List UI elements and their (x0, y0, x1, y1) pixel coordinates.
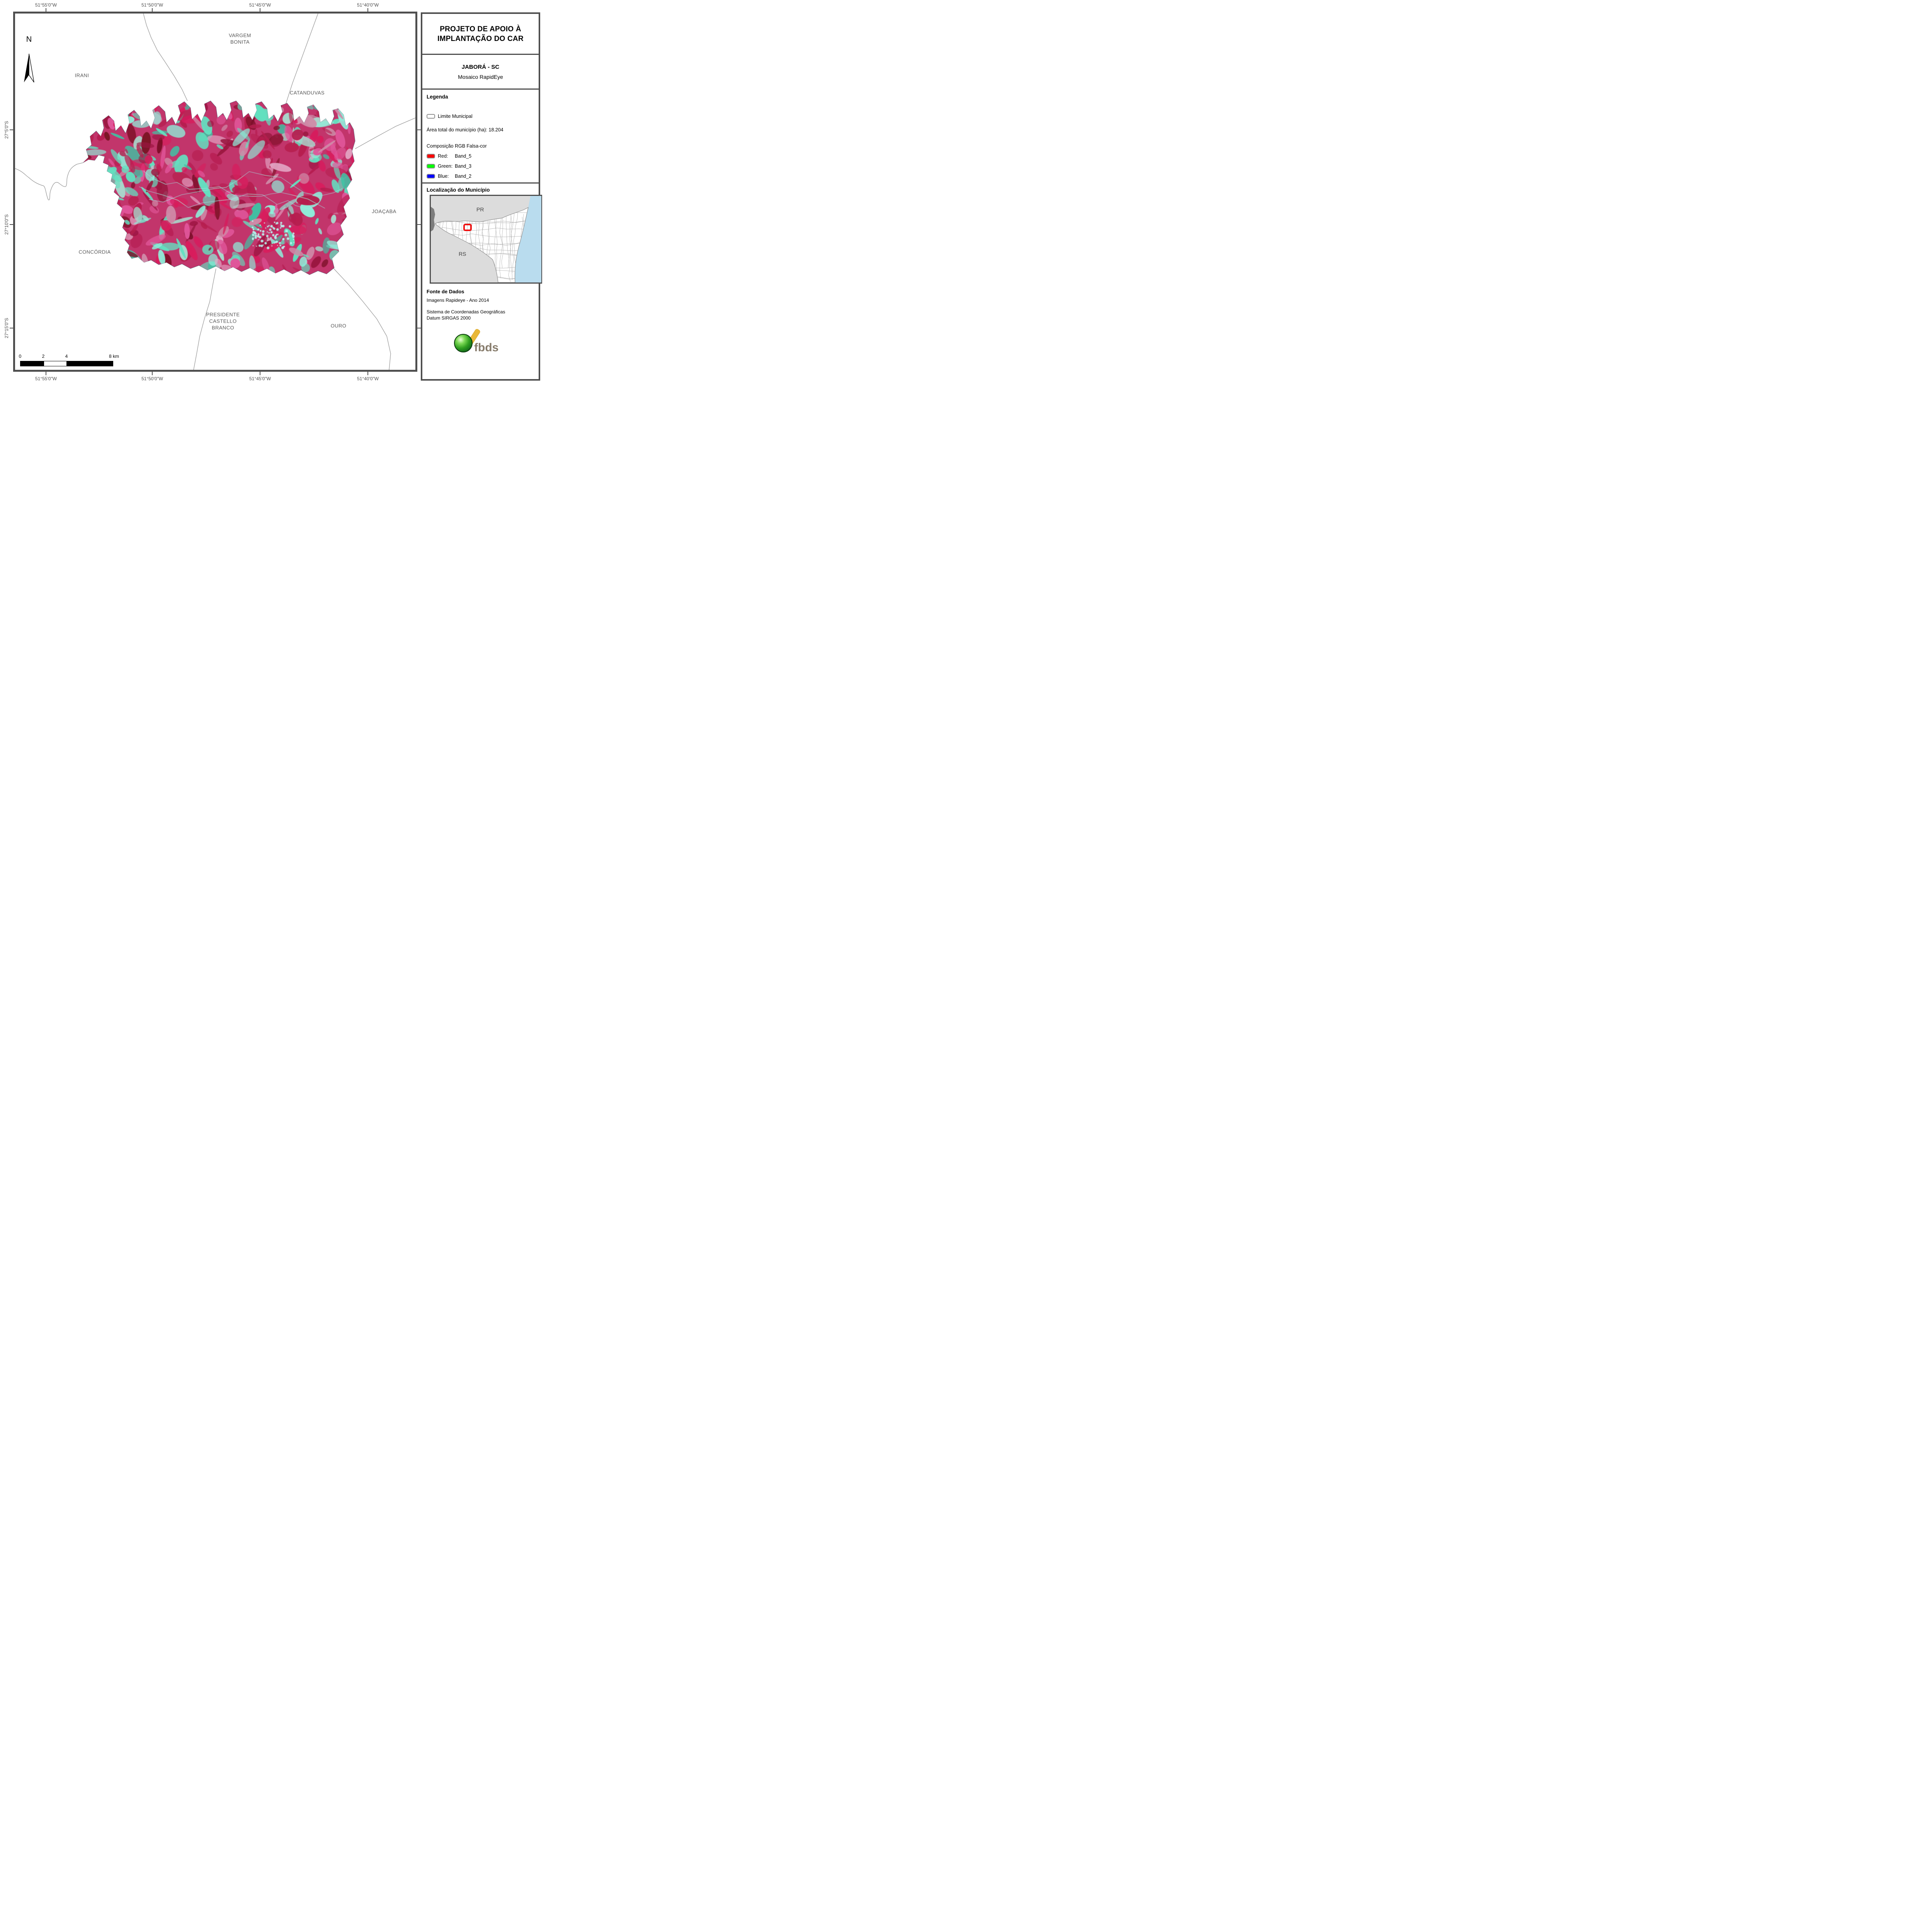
scale-label-4: 4 (65, 354, 68, 359)
legend-band-blue: Blue: Band_2 (427, 174, 471, 179)
neighbor-label-ouro: OURO (330, 323, 347, 329)
scale-label-2: 2 (42, 354, 45, 359)
map-frame: N VARGEM BONITA IRANI CATANDUVAS JOAÇABA… (13, 12, 417, 372)
map-canvas (15, 14, 415, 370)
info-panel: PROJETO DE APOIO À IMPLANTAÇÃO DO CAR JA… (421, 12, 542, 381)
project-title: PROJETO DE APOIO À IMPLANTAÇÃO DO CAR (437, 25, 524, 43)
municipal-boundary-lines (15, 14, 415, 370)
coord-bottom-3: 51°45'0"W (249, 376, 271, 381)
neighbor-label-vargem-bonita: VARGEM BONITA (229, 32, 251, 45)
tick-top-2 (152, 8, 153, 12)
inset-dark-region (431, 207, 435, 231)
fonte-line-2: Sistema de Coordenadas Geográficas (427, 309, 505, 315)
tick-left-1 (10, 129, 13, 130)
fbds-logo-graphic: fbds (454, 329, 498, 354)
coord-top-3: 51°45'0"W (249, 2, 271, 8)
coord-top-4: 51°40'0"W (357, 2, 379, 8)
coord-left-3: 27°15'0"S (4, 318, 9, 339)
municipality-section: JABORÁ - SC Mosaico RapidEye (422, 55, 539, 90)
scale-label-0: 0 (19, 354, 22, 359)
project-title-section: PROJETO DE APOIO À IMPLANTAÇÃO DO CAR (422, 14, 539, 55)
green-band-swatch (427, 164, 435, 168)
blue-band-swatch (427, 174, 435, 179)
coord-top-2: 51°50'0"W (141, 2, 163, 8)
fonte-line-3: Datum SIRGAS 2000 (427, 315, 471, 321)
location-header: Localização do Município (427, 187, 490, 193)
inset-municipality-highlight (463, 224, 472, 231)
limite-municipal-swatch (427, 114, 435, 119)
scale-bar: 0 2 4 8 km (19, 354, 124, 367)
scale-bar-segments (20, 361, 113, 366)
neighbor-label-joacaba: JOAÇABA (372, 208, 396, 214)
coord-bottom-1: 51°55'0"W (35, 376, 57, 381)
legend-header: Legenda (427, 94, 448, 100)
inset-map-canvas: PR RS (431, 196, 541, 283)
neighbor-label-catanduvas: CATANDUVAS (290, 90, 325, 96)
logo-green-sphere-icon (454, 334, 473, 352)
municipality-name: JABORÁ - SC (461, 63, 500, 70)
data-source-section: Fonte de Dados Imagens Rapideye - Ano 20… (422, 283, 539, 354)
tick-left-2 (10, 224, 13, 225)
neighbor-label-irani: IRANI (75, 72, 89, 78)
product-name: Mosaico RapidEye (458, 73, 503, 80)
tick-right-1 (417, 129, 421, 130)
legend-band-green: Green: Band_3 (427, 163, 471, 169)
inset-label-pr: PR (476, 206, 484, 213)
fbds-logo: fbds (452, 328, 510, 354)
legend-area-total: Área total do município (ha): 18.204 (427, 127, 503, 133)
legend-composicao: Composição RGB Falsa-cor (427, 143, 487, 149)
legend-band-red: Red: Band_5 (427, 153, 471, 159)
location-section: Localização do Município PR RS (422, 184, 542, 284)
tick-bottom-2 (152, 372, 153, 375)
map-layout-page: N VARGEM BONITA IRANI CATANDUVAS JOAÇABA… (0, 0, 542, 384)
inset-label-rs: RS (459, 251, 466, 257)
north-arrow-icon (24, 53, 34, 83)
tick-top-4 (367, 8, 368, 12)
tick-bottom-4 (367, 372, 368, 375)
scale-label-8km: 8 km (109, 354, 119, 359)
fbds-logo-text: fbds (474, 341, 498, 354)
coord-bottom-4: 51°40'0"W (357, 376, 379, 381)
legend-section: Legenda Limite Municipal Área total do m… (422, 90, 539, 184)
tick-right-2 (417, 224, 421, 225)
neighbor-label-concordia: CONCÓRDIA (78, 249, 111, 255)
red-band-swatch (427, 154, 435, 158)
north-label: N (26, 35, 32, 44)
coord-top-1: 51°55'0"W (35, 2, 57, 8)
coord-left-1: 27°5'0"S (4, 121, 9, 139)
legend-item-limite-municipal: Limite Municipal (427, 114, 473, 119)
neighbor-label-presidente-castello-branco: PRESIDENTE CASTELLO BRANCO (206, 311, 240, 331)
coord-bottom-2: 51°50'0"W (141, 376, 163, 381)
inset-ocean (515, 196, 541, 282)
coord-left-2: 27°10'0"S (4, 214, 9, 235)
state-locator-inset-map: PR RS (430, 195, 542, 284)
fonte-header: Fonte de Dados (427, 289, 464, 294)
fonte-line-1: Imagens Rapideye - Ano 2014 (427, 298, 489, 303)
